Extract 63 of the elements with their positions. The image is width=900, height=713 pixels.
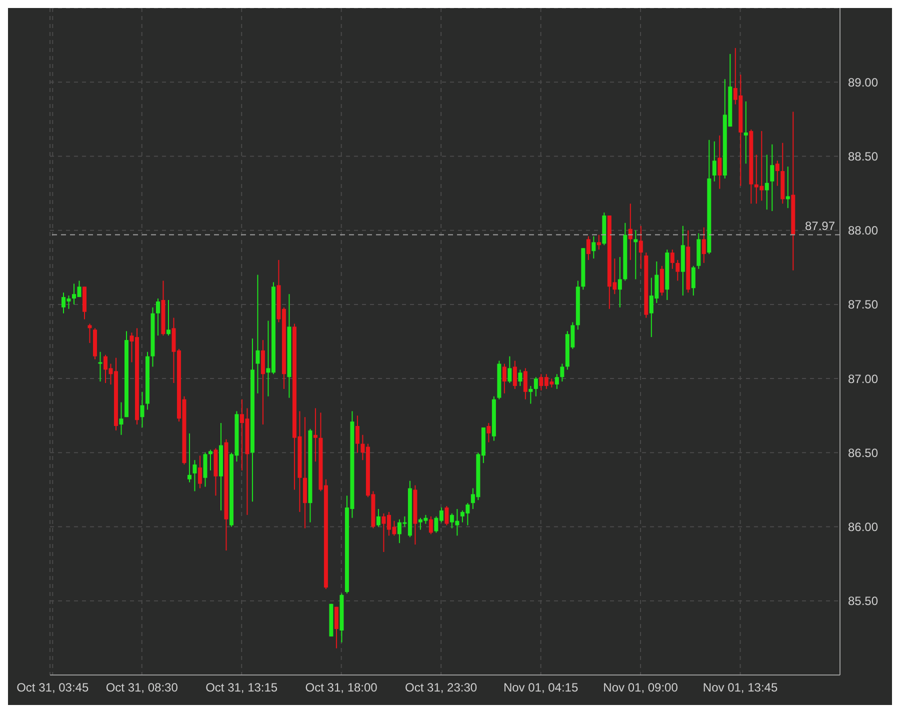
y-tick-label: 87.50 bbox=[848, 298, 878, 312]
y-tick-label: 85.50 bbox=[848, 594, 878, 608]
candlestick bbox=[192, 460, 197, 492]
candlestick bbox=[560, 363, 564, 382]
y-tick-label: 88.50 bbox=[848, 149, 878, 164]
candlestick bbox=[198, 455, 202, 489]
candlestick bbox=[702, 226, 706, 264]
x-tick-label: Oct 31, 13:15 bbox=[206, 680, 278, 695]
x-tick-label: Oct 31, 03:45 bbox=[16, 680, 89, 695]
candlestick bbox=[712, 140, 716, 182]
candlestick bbox=[775, 160, 780, 186]
candlestick bbox=[355, 415, 360, 454]
ref-line-label: 87.97 bbox=[804, 218, 836, 233]
candlestick bbox=[618, 256, 622, 308]
x-tick-label: Oct 31, 23:30 bbox=[405, 680, 478, 695]
x-tick-label: Nov 01, 04:15 bbox=[503, 680, 578, 695]
y-tick-label: 89.00 bbox=[848, 75, 878, 90]
x-tick-label: Nov 01, 09:00 bbox=[603, 680, 678, 695]
candlestick bbox=[187, 432, 192, 483]
y-tick-label: 88.00 bbox=[848, 224, 878, 238]
candlestick bbox=[166, 300, 170, 336]
candlestick bbox=[660, 265, 664, 296]
candlestick bbox=[428, 516, 433, 535]
candlestick bbox=[518, 369, 522, 386]
candlestick bbox=[376, 508, 380, 528]
candlestick bbox=[670, 249, 674, 270]
candlestick bbox=[676, 259, 680, 282]
candlestick bbox=[744, 100, 748, 164]
candlestick bbox=[786, 166, 790, 209]
candlestick bbox=[718, 134, 722, 190]
candlestick bbox=[156, 298, 160, 336]
candlestick bbox=[634, 230, 638, 280]
candlestick bbox=[534, 376, 538, 397]
candlestick bbox=[523, 368, 528, 400]
y-tick-label: 86.50 bbox=[848, 446, 878, 460]
candlestick bbox=[770, 144, 774, 212]
candlestick bbox=[203, 452, 208, 488]
candlestick bbox=[140, 391, 144, 428]
candlestick bbox=[208, 449, 212, 471]
candlestick bbox=[586, 236, 590, 260]
candlestick bbox=[502, 363, 506, 394]
y-tick-label: 87.00 bbox=[848, 372, 878, 386]
candlestick bbox=[256, 274, 260, 394]
candlestick bbox=[554, 374, 559, 390]
candlestick bbox=[88, 323, 92, 344]
candlestick bbox=[638, 225, 643, 270]
candlestick bbox=[508, 356, 512, 384]
candlestick bbox=[119, 402, 124, 436]
x-tick-label: Oct 31, 08:30 bbox=[106, 680, 178, 695]
candlestick bbox=[512, 360, 517, 390]
y-tick-label: 86.00 bbox=[848, 520, 878, 534]
candlestick bbox=[691, 265, 696, 296]
x-tick-label: Nov 01, 13:45 bbox=[702, 680, 778, 695]
candlestick bbox=[313, 408, 318, 462]
candlestick bbox=[592, 236, 596, 259]
candlestick bbox=[260, 340, 265, 426]
candlestick bbox=[764, 154, 769, 210]
x-tick-label: Oct 31, 18:00 bbox=[305, 680, 378, 695]
candlestick bbox=[444, 506, 449, 526]
candlestick bbox=[528, 385, 533, 404]
candlestick bbox=[486, 422, 491, 443]
candlestick bbox=[596, 234, 601, 250]
candlestick bbox=[334, 606, 338, 649]
